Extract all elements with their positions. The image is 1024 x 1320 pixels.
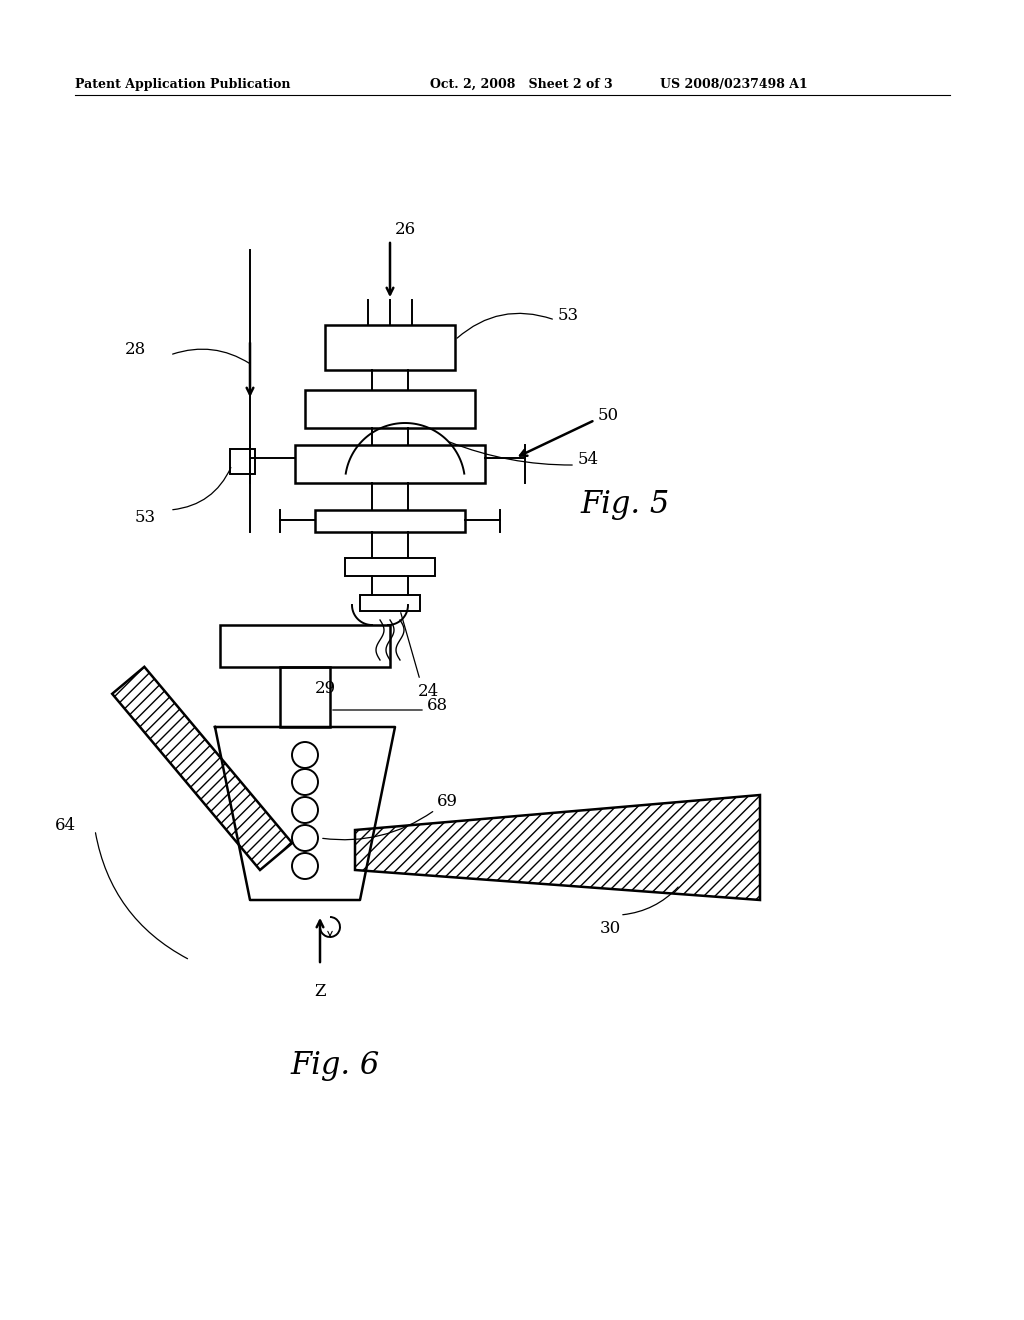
Text: 50: 50 — [598, 407, 620, 424]
Text: 30: 30 — [599, 920, 621, 937]
Text: 68: 68 — [427, 697, 449, 714]
Bar — [230, 449, 255, 474]
Bar — [305, 389, 475, 428]
Bar — [345, 558, 435, 576]
Text: Oct. 2, 2008   Sheet 2 of 3: Oct. 2, 2008 Sheet 2 of 3 — [430, 78, 612, 91]
Text: 54: 54 — [578, 451, 599, 469]
Text: 24: 24 — [418, 682, 439, 700]
Text: 29: 29 — [314, 680, 336, 697]
Bar — [295, 445, 485, 483]
Bar — [280, 667, 330, 727]
Text: Patent Application Publication: Patent Application Publication — [75, 78, 291, 91]
Text: 64: 64 — [55, 817, 76, 833]
Text: Z: Z — [314, 983, 326, 1001]
Text: 53: 53 — [135, 510, 156, 527]
Text: 28: 28 — [125, 342, 146, 359]
Text: 53: 53 — [558, 306, 580, 323]
Bar — [360, 595, 420, 611]
Text: US 2008/0237498 A1: US 2008/0237498 A1 — [660, 78, 808, 91]
Text: 69: 69 — [437, 793, 458, 810]
Bar — [315, 510, 465, 532]
Text: 26: 26 — [395, 222, 416, 239]
Bar — [325, 325, 455, 370]
Bar — [220, 624, 390, 667]
Text: Fig. 5: Fig. 5 — [580, 490, 670, 520]
Text: Fig. 6: Fig. 6 — [291, 1049, 380, 1081]
